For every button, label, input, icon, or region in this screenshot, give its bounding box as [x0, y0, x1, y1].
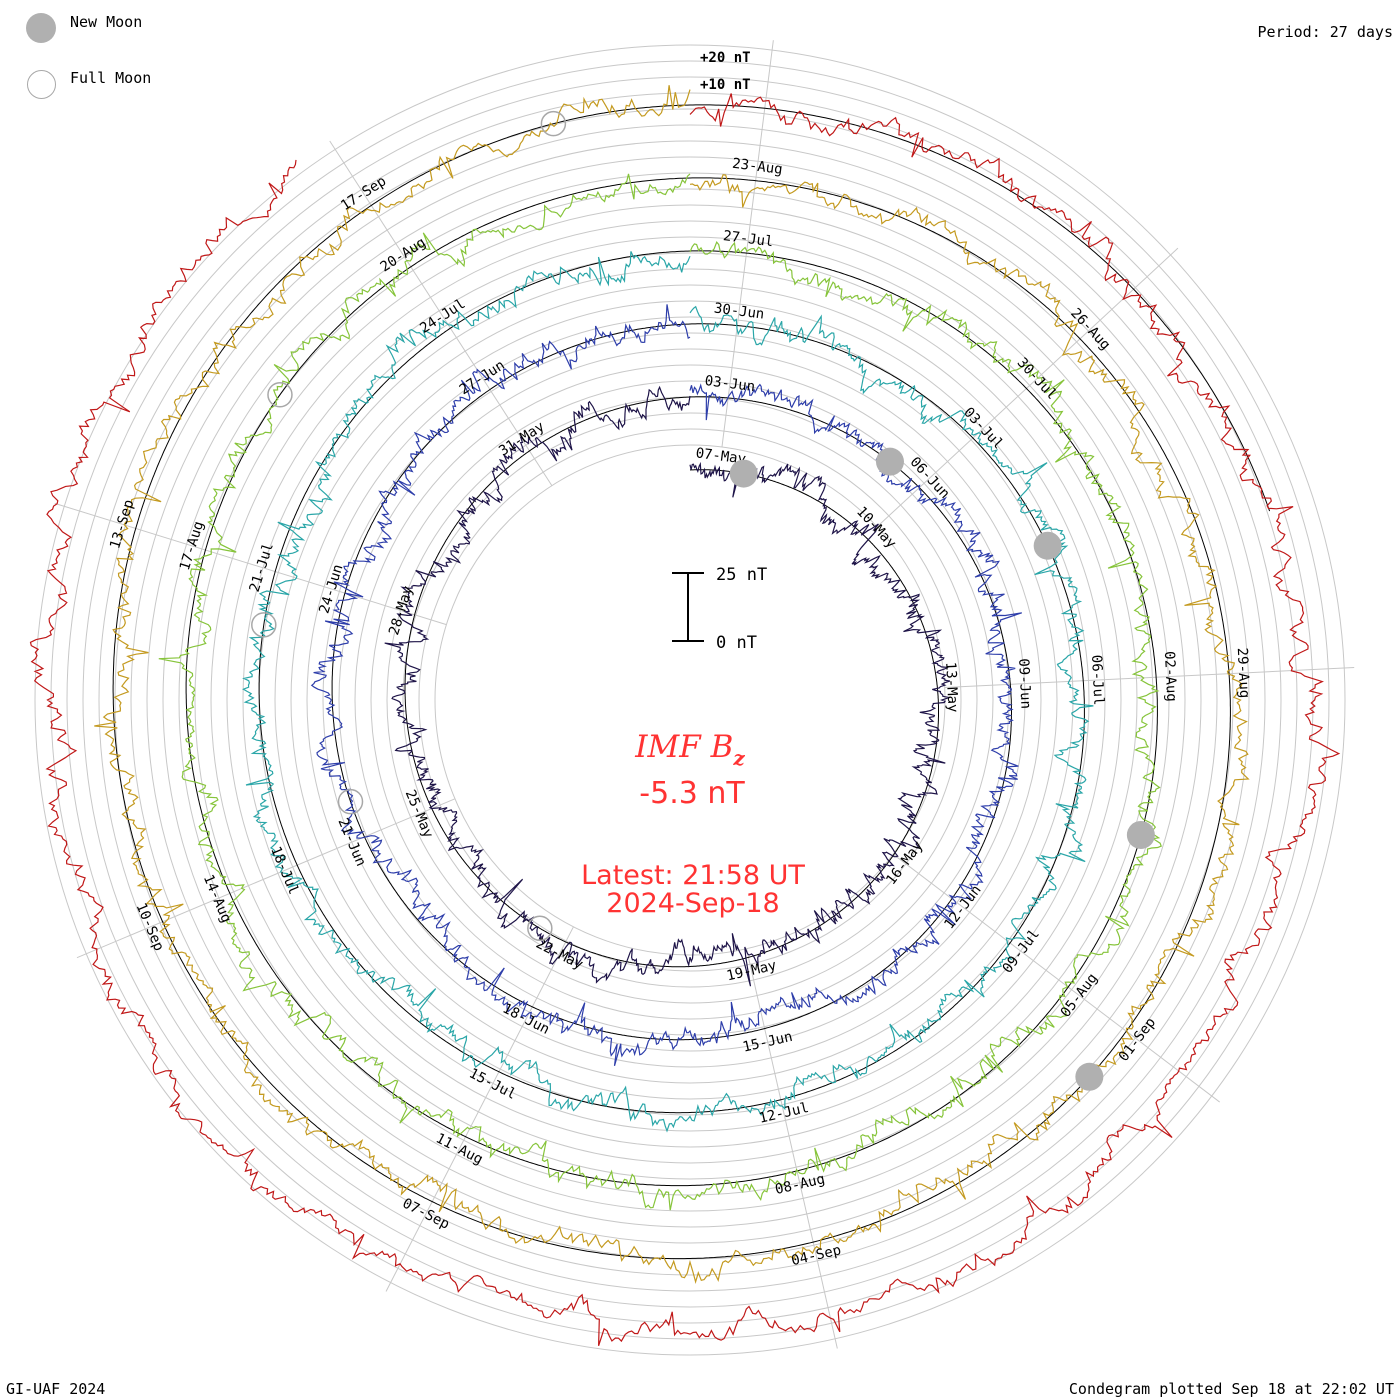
date-tick-label: 21-Jul	[247, 541, 277, 594]
new-moon-marker	[1033, 531, 1062, 560]
new-moon-legend-icon	[26, 13, 56, 43]
spoke-line	[385, 926, 574, 1292]
spoke-line	[329, 140, 553, 486]
spoke-layer	[54, 40, 1355, 1349]
grid-ring	[322, 332, 1058, 1068]
date-tick-label: 30-Jul	[1014, 355, 1060, 403]
spoke-line	[746, 948, 838, 1349]
date-tick-label: 13-May	[942, 662, 960, 713]
series-line-2	[310, 304, 1022, 1066]
center-latest-date: 2024-Sep-18	[606, 888, 779, 919]
full-moon-marker	[540, 110, 567, 137]
center-quantity: IMF Bz	[634, 729, 745, 770]
date-tick-label: 09-Jun	[1015, 658, 1033, 709]
full-moon-marker	[337, 788, 364, 815]
grid-ring	[50, 60, 1330, 1340]
period-label: Period: 27 days	[1257, 23, 1393, 41]
date-tick-label: 06-Jul	[1088, 654, 1106, 705]
center-quantity-subscript: z	[732, 746, 745, 770]
scale-bar-high-label: 25 nT	[716, 565, 767, 585]
date-tick-label: 25-May	[402, 788, 436, 841]
series-line-6	[29, 93, 1341, 1346]
series-layer	[29, 85, 1341, 1346]
spoke-line	[54, 502, 447, 626]
grid-ring	[338, 348, 1042, 1052]
moon-layer	[251, 110, 1155, 1091]
full-moon-legend-icon	[27, 70, 56, 99]
date-tick-label: 31-May	[496, 419, 547, 460]
date-tick-label: 02-Aug	[1161, 651, 1179, 702]
grid-ring	[354, 364, 1026, 1036]
date-tick-label: 27-Jul	[722, 228, 774, 250]
grid-ring	[66, 76, 1314, 1324]
date-tick-label: 08-Aug	[774, 1171, 827, 1198]
full-moon-marker	[527, 915, 553, 942]
grid-ring	[210, 220, 1170, 1180]
grid-ring	[194, 204, 1186, 1196]
date-tick-label: 11-Aug	[433, 1131, 485, 1168]
spoke-line	[876, 247, 1179, 528]
date-tick-label: 24-Jun	[316, 562, 346, 615]
grid-ring	[402, 412, 978, 988]
scale-bar-low-label: 0 nT	[716, 633, 757, 653]
plotted-timestamp: Condegram plotted Sep 18 at 22:02 UT	[1068, 1380, 1394, 1398]
new-moon-marker	[729, 459, 758, 488]
credit-label: GI-UAF 2024	[6, 1380, 106, 1398]
new-moon-legend-label: New Moon	[70, 13, 143, 31]
grid-ring	[178, 188, 1202, 1212]
date-tick-label: 09-Jul	[1000, 926, 1043, 976]
series-line-5	[94, 85, 1250, 1284]
date-tick-label: 03-Jun	[704, 373, 756, 395]
date-tick-label: 23-Aug	[731, 156, 783, 178]
grid-ring	[82, 92, 1298, 1308]
series-line-1	[384, 385, 952, 987]
grid-layer	[34, 44, 1346, 1356]
date-tick-label: 22-May	[533, 936, 585, 973]
grid-ring	[434, 444, 946, 956]
date-tick-label: 17-Sep	[338, 173, 389, 214]
series-line-4	[158, 173, 1162, 1211]
scale-bar: 25 nT 0 nT	[672, 565, 767, 653]
new-moon-marker	[1126, 820, 1155, 849]
ring-scale-label-10: +10 nT	[700, 77, 751, 93]
date-tick-label: 30-Jun	[713, 300, 765, 322]
date-tick-label: 21-Jun	[334, 816, 368, 869]
date-tick-label: 07-May	[695, 445, 747, 467]
date-tick-label: 10-May	[853, 504, 899, 552]
spoke-line	[76, 798, 456, 959]
date-tick-label: 29-Aug	[1234, 647, 1252, 698]
new-moon-marker	[875, 447, 904, 476]
center-latest-time: Latest: 21:58 UT	[581, 860, 805, 891]
full-moon-legend-label: Full Moon	[70, 69, 152, 87]
full-moon-marker	[251, 612, 277, 638]
series-line-3	[242, 251, 1094, 1133]
grid-ring	[98, 108, 1282, 1292]
grid-ring	[162, 172, 1218, 1228]
date-tick-label: 18-Jul	[267, 844, 301, 897]
date-tick-label: 13-Sep	[107, 498, 137, 551]
ring-scale-label-20: +20 nT	[700, 50, 751, 66]
full-moon-marker	[267, 381, 293, 408]
grid-ring	[290, 300, 1090, 1100]
grid-ring	[114, 124, 1266, 1276]
center-readout: IMF Bz -5.3 nT Latest: 21:58 UT 2024-Sep…	[581, 729, 805, 919]
center-current-value: -5.3 nT	[639, 776, 745, 811]
grid-ring	[242, 252, 1138, 1148]
grid-ring	[306, 316, 1074, 1084]
date-tick-label: 07-Sep	[400, 1195, 452, 1232]
grid-ring	[418, 428, 962, 972]
grid-ring	[370, 380, 1010, 1020]
new-moon-marker	[1075, 1062, 1104, 1091]
date-tick-label: 15-Jul	[466, 1066, 518, 1103]
date-tick-label: 20-Aug	[378, 235, 429, 276]
grid-ring	[226, 236, 1154, 1164]
grid-ring	[274, 284, 1106, 1116]
spoke-line	[944, 667, 1355, 689]
grid-ring	[34, 44, 1346, 1356]
grid-ring	[146, 156, 1234, 1244]
date-tick-label: 15-Jun	[741, 1029, 794, 1056]
spoke-line	[892, 853, 1220, 1103]
